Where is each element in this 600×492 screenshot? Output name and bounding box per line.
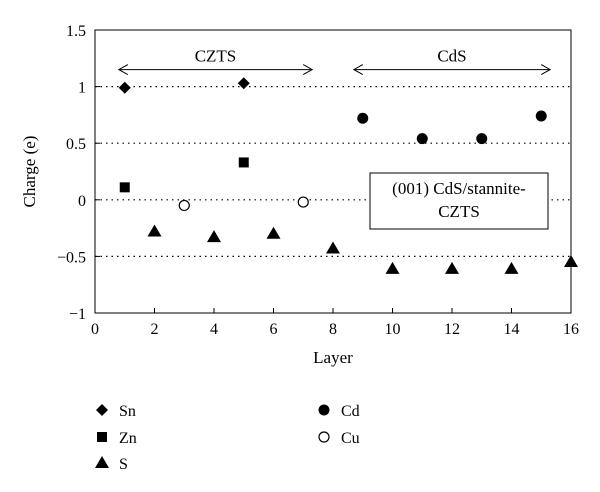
y-axis-label: Charge (e) [20, 136, 39, 208]
legend-label: Zn [119, 430, 137, 447]
legend-label: S [119, 456, 128, 473]
x-tick-label: 10 [385, 321, 401, 338]
annotation-arrow-head-right [302, 64, 314, 76]
axis-ticks: 0 2 4 6 8 10 12 14 16 −1 −0.5 0 0.5 1 1.5 [57, 23, 579, 338]
data-point-s [207, 230, 221, 243]
x-tick-label: 0 [91, 321, 99, 338]
legend-label: Cu [341, 430, 360, 447]
data-points [118, 77, 578, 274]
y-tick-label: 0.5 [66, 136, 86, 153]
data-point-s [266, 226, 281, 239]
legend-label: Sn [119, 403, 136, 420]
legend-marker-cd [318, 404, 330, 416]
legend-marker-s [95, 456, 109, 468]
y-tick-label: 1 [78, 80, 86, 97]
data-point-cu [178, 199, 190, 212]
data-point-s [385, 261, 400, 274]
legend-marker-cu [318, 431, 330, 443]
region-annotations: CZTS CdS [117, 47, 552, 76]
data-point-s [564, 255, 578, 268]
data-point-s [147, 224, 162, 237]
legend-marker-sn [96, 404, 108, 416]
label-box-line: CZTS [438, 202, 480, 221]
data-point-cd [535, 110, 547, 122]
data-point-sn [118, 81, 131, 94]
data-point-s [326, 241, 340, 254]
data-point-zn [238, 157, 249, 168]
data-point-cd [357, 112, 369, 124]
x-tick-label: 4 [210, 321, 218, 338]
data-point-zn [119, 182, 130, 193]
plot-area-frame [94, 29, 572, 314]
data-point-cd [476, 133, 488, 145]
y-tick-label: 0 [78, 193, 86, 210]
y-tick-label: −1 [69, 306, 86, 323]
data-point-sn [237, 77, 250, 90]
y-tick-label: 1.5 [66, 23, 86, 40]
x-tick-label: 14 [504, 321, 520, 338]
annotation-label: CdS [437, 47, 466, 66]
legend-marker-zn [97, 432, 107, 442]
x-tick-label: 12 [444, 321, 460, 338]
annotation-arrow-head-left [352, 64, 364, 76]
legend: Sn Zn S Cd Cu [95, 403, 360, 473]
label-box-line: (001) CdS/stannite- [392, 179, 526, 198]
annotation-label: CZTS [195, 47, 237, 66]
x-tick-label: 6 [270, 321, 278, 338]
data-point-cu [297, 196, 309, 208]
gridlines [95, 85, 571, 257]
x-axis-label: Layer [313, 348, 353, 367]
y-tick-label: −0.5 [57, 249, 86, 266]
x-tick-label: 16 [563, 321, 579, 338]
data-point-s [445, 261, 459, 274]
annotation-arrow-head-right [540, 64, 552, 76]
x-tick-label: 2 [151, 321, 159, 338]
legend-label: Cd [341, 403, 360, 420]
x-tick-label: 8 [329, 321, 337, 338]
data-point-s [504, 261, 519, 274]
label-box-frame [369, 172, 549, 230]
structure-label-box: (001) CdS/stannite- CZTS [369, 172, 549, 230]
data-point-cd [416, 133, 428, 145]
annotation-arrow-head-left [117, 64, 129, 76]
